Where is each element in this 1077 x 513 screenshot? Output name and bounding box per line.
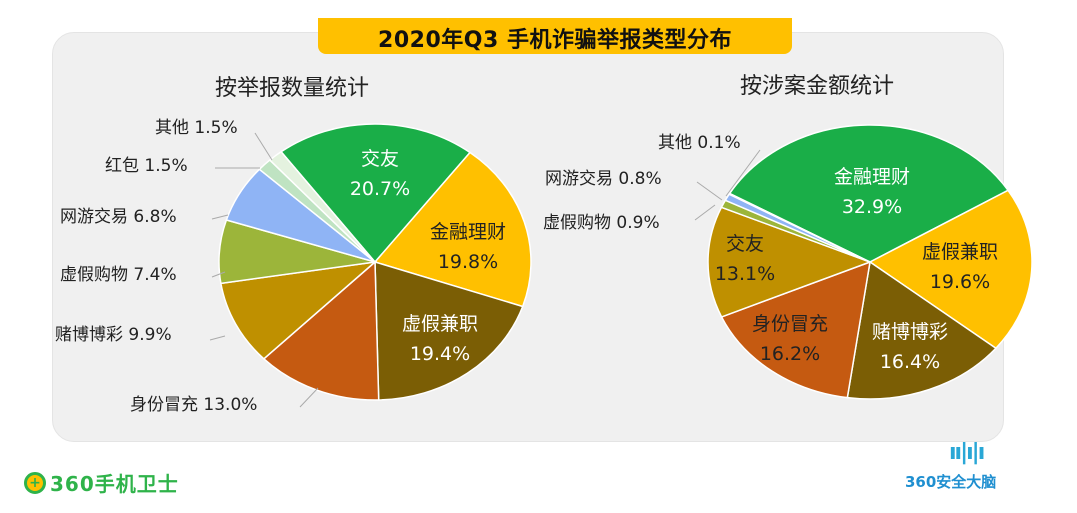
slice-label: 网游交易 6.8% xyxy=(60,207,177,227)
slice-label-value: 19.6% xyxy=(930,271,990,293)
leader-line xyxy=(725,149,761,197)
pie-slice-1-3 xyxy=(720,260,871,399)
pie-slice-1-7 xyxy=(728,192,871,263)
slice-label-name: 虚假兼职 xyxy=(402,313,478,335)
slice-label-value: 19.4% xyxy=(410,343,470,365)
slice-label-value: 32.9% xyxy=(842,196,902,218)
pie-slice-0-4 xyxy=(220,260,378,360)
logo-icon: + xyxy=(24,471,46,494)
slice-label: 虚假购物 7.4% xyxy=(60,265,177,285)
right-chart-title: 按涉案金额统计 xyxy=(740,74,895,99)
slice-label: 红包 1.5% xyxy=(105,156,188,176)
pie-slice-1-1 xyxy=(868,189,1033,350)
slice-label-value: 13.1% xyxy=(715,263,775,285)
slice-label-name: 金融理财 xyxy=(834,166,910,188)
slice-label-value: 16.2% xyxy=(760,343,820,365)
leader-line xyxy=(299,387,319,408)
leader-line xyxy=(694,204,716,221)
logo-360-security-brain: ıı|ı|ı 360安全大脑 xyxy=(905,440,1045,492)
pie-slice-1-0 xyxy=(728,124,1010,263)
slice-label: 赌博博彩 9.9% xyxy=(55,325,172,345)
logo-360-mobile-guard: + 360手机卫士 xyxy=(24,468,179,497)
pie-slice-1-2 xyxy=(846,260,998,400)
left-chart-title: 按举报数量统计 xyxy=(215,76,370,101)
leader-line xyxy=(211,271,226,278)
slice-label: 网游交易 0.8% xyxy=(545,169,662,189)
pie-slice-0-2 xyxy=(374,260,524,401)
pie-slice-1-4 xyxy=(707,206,873,318)
slice-label-name: 交友 xyxy=(726,233,764,255)
soundwave-icon: ıı|ı|ı xyxy=(949,440,985,465)
slice-label-name: 虚假兼职 xyxy=(922,241,998,263)
slice-label-name: 身份冒充 xyxy=(752,313,828,335)
slice-label-value: 20.7% xyxy=(350,178,410,200)
title-banner: 2020年Q3 手机诈骗举报类型分布 xyxy=(318,18,792,54)
chart-title: 2020年Q3 手机诈骗举报类型分布 xyxy=(378,28,732,53)
pie-slice-0-0 xyxy=(279,123,472,264)
leader-line xyxy=(254,132,273,161)
pie-slice-0-8 xyxy=(268,150,376,263)
slice-label-value: 19.8% xyxy=(438,251,498,273)
slice-label-value: 16.4% xyxy=(880,351,940,373)
slice-label-name: 赌博博彩 xyxy=(872,321,948,343)
leader-line xyxy=(209,335,226,341)
slice-label-name: 交友 xyxy=(361,148,399,170)
leader-line xyxy=(211,214,229,220)
leader-line xyxy=(696,181,723,201)
slice-label: 身份冒充 13.0% xyxy=(130,395,257,415)
slice-label: 其他 1.5% xyxy=(155,118,238,138)
slice-label: 其他 0.1% xyxy=(658,133,741,153)
slice-label: 虚假购物 0.9% xyxy=(543,213,660,233)
slice-label-name: 金融理财 xyxy=(430,221,506,243)
pie-slice-0-1 xyxy=(373,151,532,308)
